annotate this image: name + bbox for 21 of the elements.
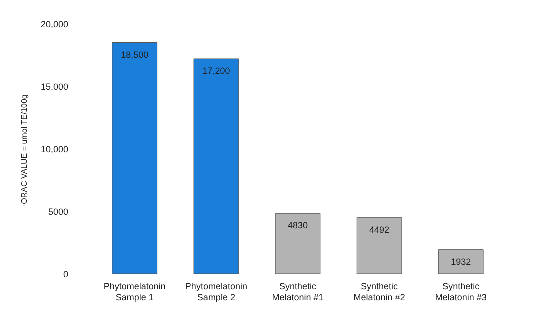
data-label: 17,200: [202, 66, 230, 76]
x-tick-label: Synthetic Melatonin #2: [354, 282, 406, 302]
y-tick-label: 5000: [48, 207, 68, 217]
x-tick-label: Phytomelatonin Sample 1: [104, 282, 166, 302]
data-label: 4830: [288, 220, 308, 231]
data-label: 4492: [370, 224, 390, 235]
bar: [194, 58, 240, 274]
y-tick-label: 0: [63, 270, 68, 280]
data-label: 1932: [451, 256, 472, 267]
x-tick-label: Phytomelatonin Sample 2: [185, 282, 248, 302]
bar: [356, 218, 402, 274]
x-tick-label: Synthetic Melatonin #3: [435, 282, 487, 302]
bar: [275, 213, 321, 274]
x-tick-label: Synthetic Melatonin #1: [272, 282, 324, 302]
y-axis-title: ORAC VALUE = umol TE/100g: [20, 94, 29, 204]
y-tick-label: 15,000: [40, 82, 68, 92]
data-label: 18,500: [121, 50, 149, 60]
bar: [438, 250, 484, 274]
bar: [112, 42, 158, 274]
y-tick-label: 10,000: [40, 144, 68, 154]
y-tick-label: 20,000: [40, 20, 68, 30]
